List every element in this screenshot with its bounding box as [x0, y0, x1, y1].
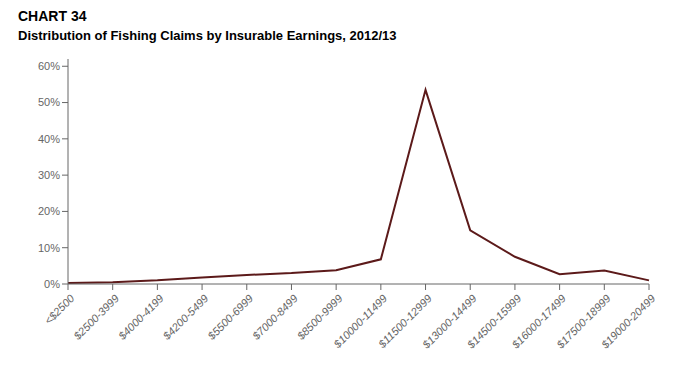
svg-text:60%: 60% [38, 60, 60, 72]
svg-text:$5500-6999: $5500-6999 [205, 292, 256, 343]
svg-text:$8500-9999: $8500-9999 [294, 292, 345, 342]
svg-text:<$2500: <$2500 [42, 291, 77, 326]
svg-text:$13000-14499: $13000-14499 [420, 292, 479, 351]
svg-text:0%: 0% [44, 278, 60, 290]
svg-text:30%: 30% [38, 169, 60, 181]
svg-text:$16000-17499: $16000-17499 [509, 292, 569, 351]
svg-text:$11500-12999: $11500-12999 [375, 292, 434, 351]
svg-text:10%: 10% [38, 242, 60, 254]
svg-text:50%: 50% [38, 96, 60, 108]
svg-text:$4000-4199: $4000-4199 [115, 292, 166, 343]
svg-text:$7000-8499: $7000-8499 [249, 292, 300, 343]
svg-text:$19000-20499: $19000-20499 [598, 292, 657, 351]
svg-text:$4200-5499: $4200-5499 [160, 292, 211, 343]
svg-text:$10000-11499: $10000-11499 [331, 292, 390, 351]
html-text:Distribution of Fishing Claims: Distribution of Fishing Claims by Insura… [18, 28, 397, 43]
svg-text:$14500-15999: $14500-15999 [464, 292, 524, 351]
svg-text:$17500-18999: $17500-18999 [554, 292, 613, 351]
svg-text:$2500-3999: $2500-3999 [70, 292, 121, 343]
html-text:CHART 34: CHART 34 [18, 8, 87, 24]
svg-text:40%: 40% [38, 133, 60, 145]
svg-text:20%: 20% [38, 205, 60, 217]
